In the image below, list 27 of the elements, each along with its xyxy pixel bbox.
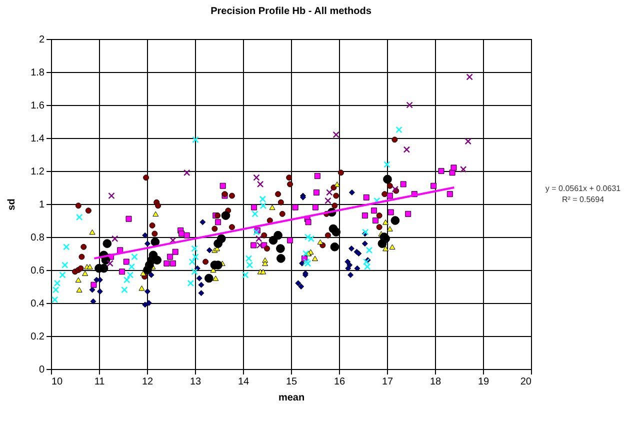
y-tick-label: 1 [38, 200, 45, 210]
x-tick-label: 16 [334, 376, 346, 388]
y-tick-label: 0.2 [30, 332, 45, 342]
x-tick-label: 10 [52, 376, 64, 388]
x-tick-label: 19 [478, 376, 490, 388]
x-tick-label: 20 [520, 376, 532, 388]
y-tick-label: 0.4 [30, 298, 45, 310]
y-tick-label: 1.8 [30, 68, 45, 78]
x-axis-title: mean [278, 392, 305, 404]
y-axis-title: sd [6, 198, 18, 210]
y-tick-label: 0.8 [30, 232, 45, 244]
text: y = 0.0561x + 0.0631 [545, 184, 622, 193]
y-tick-label: 0 [38, 364, 45, 376]
y-tick-label: 1.2 [30, 166, 45, 178]
y-tick-label: 0.6 [30, 266, 45, 276]
x-tick-label: 13 [190, 376, 202, 388]
x-tick-label: 14 [238, 376, 250, 388]
y-tick-label: 2 [38, 34, 45, 46]
x-tick-label: 12 [142, 376, 154, 388]
x-tick-label: 15 [286, 376, 298, 388]
y-tick-label: 1.4 [30, 134, 45, 144]
x-tick-label: 11 [94, 376, 106, 388]
x-tick-label: 18 [430, 376, 442, 388]
text: R² = 0.5694 [562, 195, 605, 204]
chart-title: Precision Profile Hb - All methods [210, 6, 372, 17]
y-tick-label: 1.6 [30, 100, 45, 112]
x-tick-label: 17 [382, 376, 394, 388]
